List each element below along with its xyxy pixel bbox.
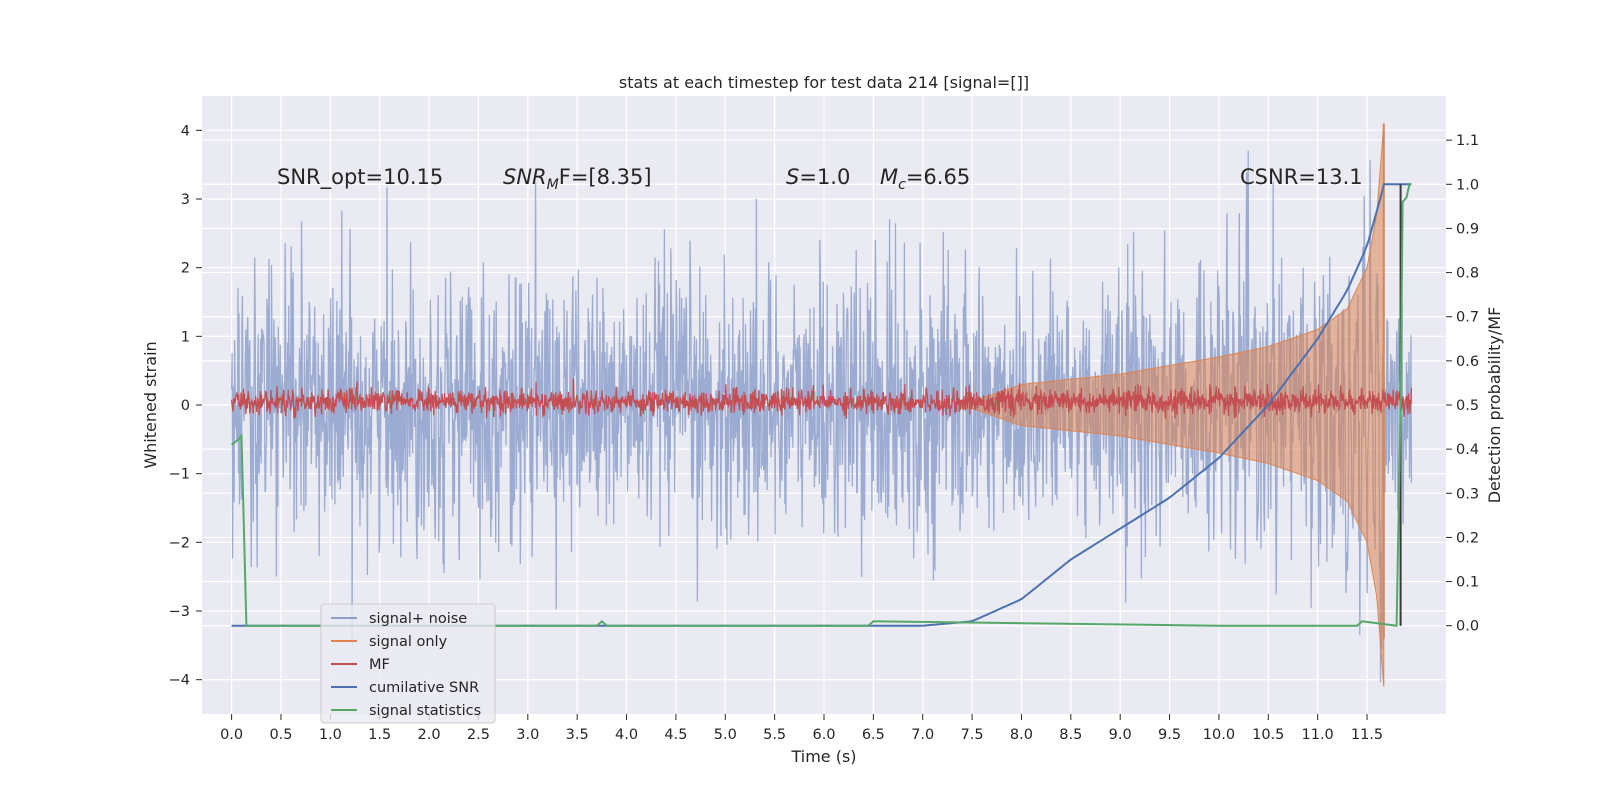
y2-tick-label: 1.0 <box>1456 177 1479 193</box>
annotation-s: S=1.0 <box>786 165 850 189</box>
legend-label: MF <box>369 657 390 673</box>
x-tick-label: 9.5 <box>1158 727 1181 743</box>
legend: signal+ noise signal only MF cumilative SNR… <box>320 603 496 724</box>
y2-tick-label: 0.9 <box>1456 221 1479 237</box>
y-tick-label: 2 <box>181 261 190 277</box>
series-mf-line <box>230 378 1413 419</box>
y-tick-label: 3 <box>181 192 190 208</box>
x-tick-label: 10.0 <box>1203 727 1235 743</box>
annotation-s-var: S <box>786 165 799 189</box>
x-tick-label: 11.0 <box>1302 727 1334 743</box>
x-tick-label: 5.5 <box>763 727 786 743</box>
legend-label: signal statistics <box>369 703 481 719</box>
x-tick-label: 3.0 <box>516 727 539 743</box>
y2-tick-label: 1.1 <box>1456 133 1479 149</box>
x-tick-label: 7.5 <box>961 727 984 743</box>
x-tick-label: 0.0 <box>220 727 243 743</box>
y2-axis-label: Detection probability/MF <box>1485 307 1504 504</box>
x-tick-label: 5.0 <box>714 727 737 743</box>
annotation-csnr: CSNR=13.1 <box>1240 165 1363 189</box>
annotation-mc-val: =6.65 <box>906 165 970 189</box>
x-tick-label: 6.5 <box>862 727 885 743</box>
y-tick-label: 0 <box>181 398 190 414</box>
x-tick-label: 9.0 <box>1109 727 1132 743</box>
annotation-s-val: =1.0 <box>799 165 850 189</box>
chart-title: stats at each timestep for test data 214… <box>619 73 1029 92</box>
x-tick-label: 1.5 <box>368 727 391 743</box>
x-tick-label: 8.5 <box>1059 727 1082 743</box>
y-tick-label: −2 <box>169 535 190 551</box>
x-tick-label: 6.0 <box>812 727 835 743</box>
x-axis-label: Time (s) <box>790 747 856 766</box>
series-signal-statistics-line <box>231 183 1412 627</box>
annotation-mc-sub: c <box>898 177 906 193</box>
x-tick-label: 1.0 <box>319 727 342 743</box>
y2-tick-label: 0.1 <box>1456 575 1479 591</box>
y2-tick-label: 0.8 <box>1456 266 1479 282</box>
annotation-snr-mf-var: SNR <box>503 165 547 189</box>
legend-label: signal+ noise <box>369 611 467 627</box>
annotation-snr-mf-sub: M <box>547 177 559 193</box>
x-tick-label: 2.5 <box>467 727 490 743</box>
annotation-snr-opt: SNR_opt=10.15 <box>277 165 443 190</box>
x-tick-label: 8.0 <box>1010 727 1033 743</box>
y2-tick-label: 0.7 <box>1456 310 1479 326</box>
y-tick-label: 4 <box>181 123 190 139</box>
y-tick-label: −3 <box>169 604 190 620</box>
y2-tick-label: 0.4 <box>1456 442 1479 458</box>
annotation-snr-mf: SNRMF=[8.35] <box>503 165 652 193</box>
y2-tick-label: 0.6 <box>1456 354 1479 370</box>
annotations: SNR_opt=10.15 SNRMF=[8.35] S=1.0 Mc=6.65… <box>277 165 1363 193</box>
x-tick-label: 4.5 <box>664 727 687 743</box>
x-tick-label: 4.0 <box>615 727 638 743</box>
x-tick-label: 11.5 <box>1351 727 1383 743</box>
y2-tick-label: 0.3 <box>1456 486 1479 502</box>
y-tick-label: −1 <box>169 467 190 483</box>
y2-tick-label: 0.2 <box>1456 530 1479 546</box>
x-tick-label: 7.0 <box>911 727 934 743</box>
y-axis-label: Whitened strain <box>141 341 160 468</box>
y-axis-ticks: 4 3 2 1 0 −1 −2 −3 −4 <box>169 123 202 689</box>
legend-label: cumilative SNR <box>369 680 479 696</box>
annotation-mc-var: M <box>880 165 898 189</box>
x-tick-label: 0.5 <box>269 727 292 743</box>
x-tick-label: 3.5 <box>566 727 589 743</box>
x-tick-label: 10.5 <box>1252 727 1284 743</box>
annotation-snr-mf-val: F=[8.35] <box>559 165 652 189</box>
legend-box <box>320 603 496 724</box>
x-tick-label: 2.0 <box>418 727 441 743</box>
x-axis-ticks: 0.0 0.5 1.0 1.5 2.0 2.5 3.0 3.5 4.0 4.5 5.0 5.5 6.0 6… <box>220 714 1383 743</box>
y2-axis-ticks: 1.1 1.0 0.9 0.8 0.7 0.6 0.5 0.4 0.3 0.2 0.1 0.0 <box>1446 133 1479 635</box>
y-tick-label: −4 <box>169 673 190 689</box>
annotation-mc: Mc=6.65 <box>880 165 970 193</box>
y2-tick-label: 0.0 <box>1456 619 1479 635</box>
y2-tick-label: 0.5 <box>1456 398 1479 414</box>
legend-label: signal only <box>369 634 448 650</box>
y-tick-label: 1 <box>181 329 190 345</box>
